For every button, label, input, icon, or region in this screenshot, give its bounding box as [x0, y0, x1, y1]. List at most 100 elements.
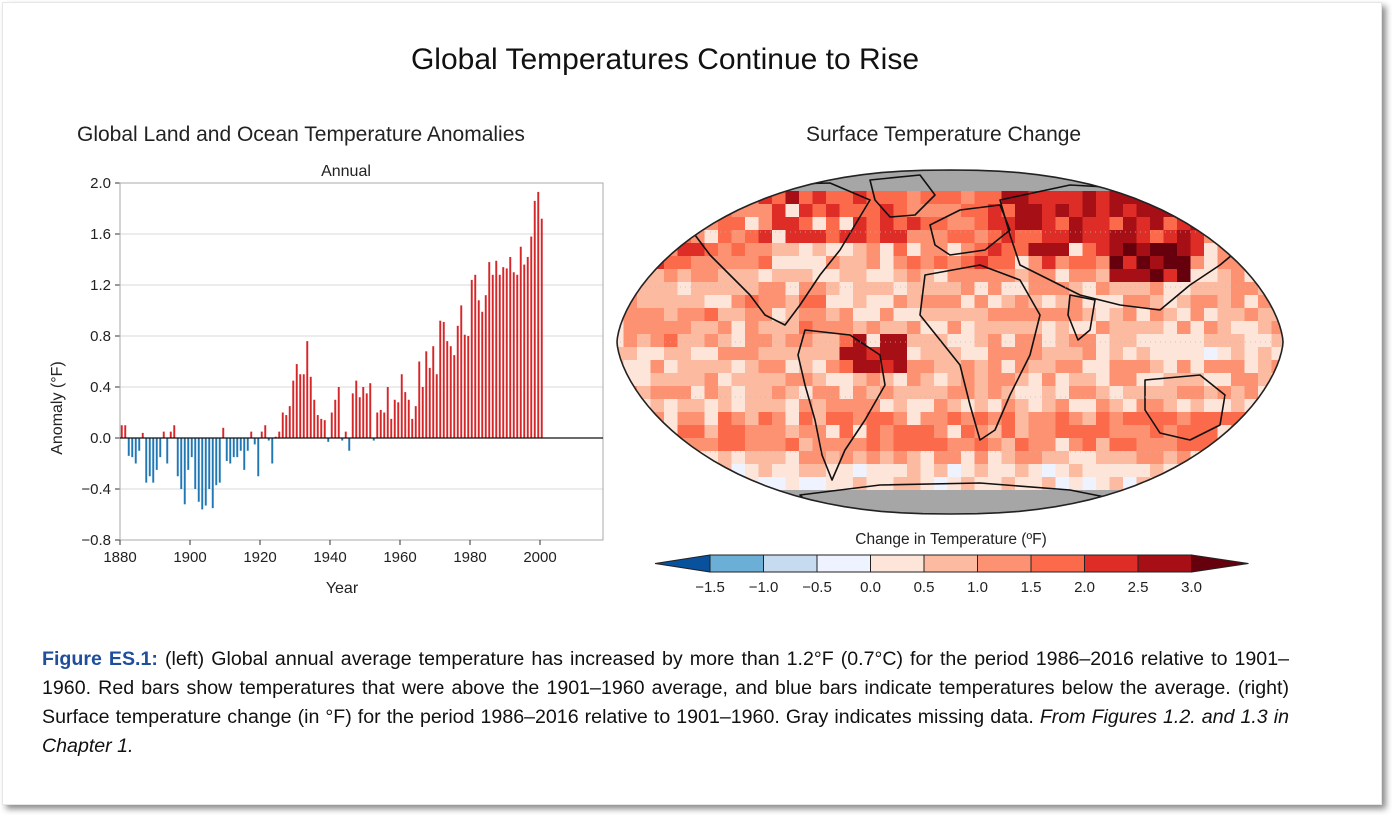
map-cell: [1285, 412, 1299, 426]
map-cell: [866, 230, 881, 244]
map-grid-cells: [617, 170, 1299, 514]
bar-1972: [442, 321, 445, 438]
bar-1936: [316, 415, 319, 438]
map-cell: [1163, 451, 1178, 465]
bar-1982: [477, 300, 480, 438]
map-cell: [920, 334, 935, 348]
map-cell: [691, 386, 705, 400]
map-cell: [1271, 269, 1283, 283]
map-cell: [893, 451, 908, 465]
map-cell: [718, 308, 732, 322]
map-cell: [1069, 204, 1083, 218]
bar-1904: [204, 438, 207, 506]
map-cell: [961, 425, 975, 439]
map-cell: [1015, 191, 1029, 205]
map-cell: [650, 386, 665, 400]
map-cell: [826, 321, 840, 335]
map-cell: [812, 178, 827, 192]
map-cell: [650, 464, 665, 478]
map-cell: [920, 295, 935, 309]
map-cell: [853, 321, 867, 335]
bar-1976: [456, 325, 459, 438]
map-cell: [650, 295, 665, 309]
map-cell: [839, 373, 854, 387]
map-cell: [1244, 412, 1259, 426]
map-cell: [826, 230, 840, 244]
map-cell: [839, 399, 854, 413]
map-cell: [650, 308, 665, 322]
map-cell: [1150, 334, 1164, 348]
map-cell: [1136, 308, 1151, 322]
map-cell: [617, 217, 624, 231]
map-cell: [623, 477, 638, 491]
map-cell: [812, 295, 827, 309]
map-cell: [947, 269, 962, 283]
y-tick-label: 0.4: [90, 379, 111, 396]
map-cell: [704, 334, 719, 348]
map-cell: [691, 295, 705, 309]
map-cell: [772, 477, 786, 491]
map-cell: [1001, 438, 1016, 452]
map-cell: [1163, 412, 1178, 426]
map-cell: [1136, 490, 1151, 504]
map-cell: [718, 347, 732, 361]
map-cell: [1258, 321, 1272, 335]
map-cell: [988, 178, 1002, 192]
map-cell: [1244, 438, 1259, 452]
map-cell: [961, 269, 975, 283]
map-cell: [772, 178, 786, 192]
map-cell: [893, 191, 908, 205]
map-cell: [1028, 503, 1043, 514]
map-cell: [920, 386, 935, 400]
map-cell: [704, 490, 719, 504]
map-cell: [1042, 243, 1056, 257]
map-cell: [617, 295, 624, 309]
map-cell: [1285, 308, 1299, 322]
map-cell: [745, 464, 759, 478]
map-cell: [650, 230, 665, 244]
map-cell: [617, 191, 624, 205]
map-cell: [934, 191, 948, 205]
map-cell: [934, 282, 948, 296]
map-cell: [961, 243, 975, 257]
map-cell: [1096, 256, 1110, 270]
map-cell: [1285, 425, 1299, 439]
map-cell: [1163, 191, 1178, 205]
map-cell: [758, 334, 773, 348]
map-cell: [1001, 204, 1016, 218]
map-cell: [1096, 321, 1110, 335]
bar-1958: [393, 399, 396, 438]
map-cell: [893, 438, 908, 452]
map-cell: [1069, 334, 1083, 348]
map-cell: [1177, 308, 1191, 322]
map-cell: [1069, 308, 1083, 322]
map-cell: [1082, 451, 1097, 465]
map-cell: [704, 308, 719, 322]
map-cell: [1136, 438, 1151, 452]
map-cell: [1217, 256, 1232, 270]
bar-1955: [383, 412, 386, 438]
map-cell: [1285, 399, 1299, 413]
map-cell: [839, 269, 854, 283]
map-cell: [1217, 399, 1232, 413]
bar-1960: [400, 374, 403, 438]
map-cell: [745, 451, 759, 465]
map-cell: [1204, 334, 1218, 348]
map-cell: [1055, 373, 1070, 387]
map-cell: [961, 334, 975, 348]
map-cell: [617, 269, 624, 283]
bar-1932: [302, 374, 305, 438]
bar-1882: [127, 438, 130, 456]
map-cell: [866, 321, 881, 335]
map-cell: [758, 256, 773, 270]
map-cell: [1055, 217, 1070, 231]
map-cell: [920, 464, 935, 478]
bar-1973: [446, 341, 449, 438]
map-cell: [1177, 230, 1191, 244]
map-cell: [1001, 282, 1016, 296]
map-cell: [1163, 243, 1178, 257]
map-cell: [799, 438, 813, 452]
map-cell: [1109, 373, 1124, 387]
map-cell: [677, 170, 692, 179]
map-cell: [1042, 230, 1056, 244]
